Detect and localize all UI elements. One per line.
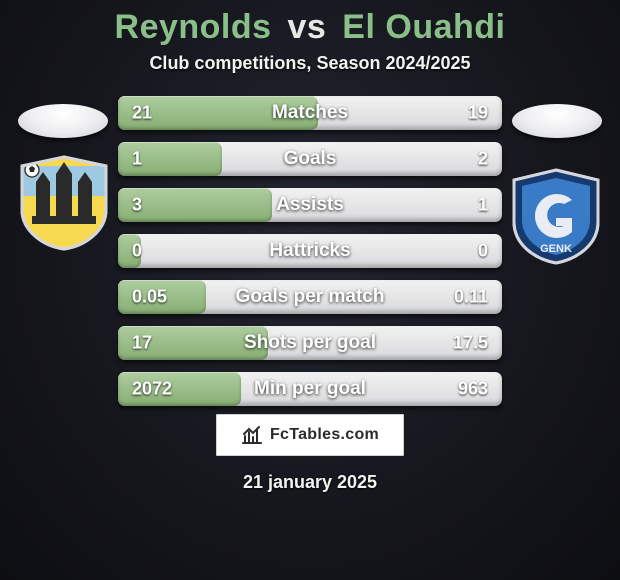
stat-bar: 0 Hattricks 0	[118, 234, 502, 268]
stat-bars: 21 Matches 19 1 Goals 2 3 Assists 1 0 Hattricks 0 0.…	[118, 96, 502, 406]
stat-label: Assists	[276, 194, 344, 216]
player-b-club-logo: GENK	[506, 166, 606, 266]
stat-value-left: 1	[132, 149, 142, 170]
stat-value-left: 17	[132, 333, 152, 354]
comparison-panel: GENK 21 Matches 19 1 Goals 2 3 Assists 1 0 Hattric…	[0, 74, 620, 580]
stat-bar: 0.05 Goals per match 0.11	[118, 280, 502, 314]
stat-label: Hattricks	[269, 240, 350, 262]
stat-bar: 3 Assists 1	[118, 188, 502, 222]
stat-value-right: 0.11	[454, 287, 488, 308]
stat-label: Matches	[272, 102, 348, 124]
page-title: Reynolds vs El Ouahdi	[115, 8, 506, 47]
branding-text: FcTables.com	[270, 426, 379, 444]
footer-date: 21 january 2025	[243, 472, 377, 493]
stat-label: Goals per match	[236, 286, 385, 308]
player-a-marker	[18, 104, 108, 138]
svg-text:GENK: GENK	[540, 243, 572, 255]
stat-value-right: 2	[478, 149, 488, 170]
stat-value-left: 2072	[132, 379, 172, 400]
stat-value-right: 19	[468, 103, 488, 124]
stat-value-right: 0	[478, 241, 488, 262]
stat-value-right: 1	[478, 195, 488, 216]
fctables-logo-icon	[241, 425, 263, 445]
subtitle: Club competitions, Season 2024/2025	[149, 53, 470, 74]
player-b-marker	[512, 104, 602, 138]
stat-label: Goals	[284, 148, 337, 170]
vs-label: vs	[288, 8, 327, 46]
branding-badge: FcTables.com	[216, 414, 404, 456]
stat-value-left: 0	[132, 241, 142, 262]
player-a-name: Reynolds	[115, 8, 272, 46]
stat-bar: 17 Shots per goal 17.5	[118, 326, 502, 360]
stat-bar: 21 Matches 19	[118, 96, 502, 130]
stat-value-left: 0.05	[132, 287, 167, 308]
stat-bar: 2072 Min per goal 963	[118, 372, 502, 406]
player-b-name: El Ouahdi	[342, 8, 505, 46]
stat-value-left: 3	[132, 195, 142, 216]
westerlo-crest-icon	[14, 152, 114, 252]
stat-value-left: 21	[132, 103, 152, 124]
stat-value-right: 963	[458, 379, 488, 400]
stat-value-right: 17.5	[453, 333, 488, 354]
stat-label: Shots per goal	[244, 332, 376, 354]
stat-bar: 1 Goals 2	[118, 142, 502, 176]
genk-crest-icon: GENK	[506, 166, 606, 266]
player-a-club-logo	[14, 152, 114, 252]
stat-label: Min per goal	[254, 378, 366, 400]
